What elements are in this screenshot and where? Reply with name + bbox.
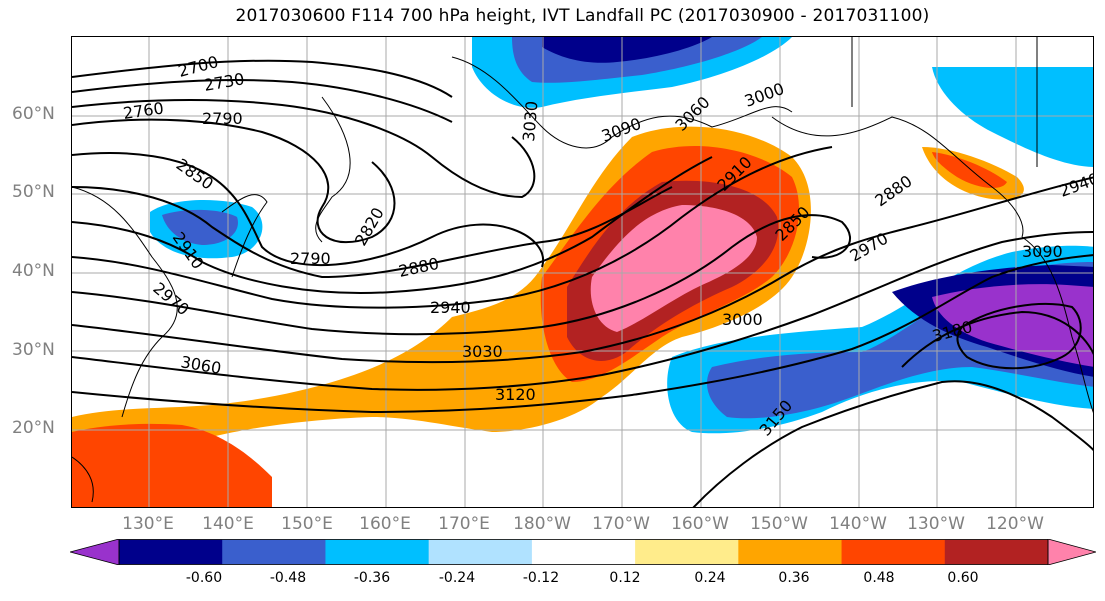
contour-label: 2970 xyxy=(847,229,892,266)
map-panel[interactable]: 2700 2730 2760 2790 2850 2910 2970 3060 … xyxy=(71,36,1094,508)
colorbar-tick: 0.60 xyxy=(947,570,979,586)
colorbar-tick: -0.36 xyxy=(353,570,391,586)
contour-label: 2880 xyxy=(871,171,915,210)
colorbar-segment xyxy=(119,539,223,565)
contour-label: 2940 xyxy=(430,298,471,317)
colorbar-tick: 0.24 xyxy=(694,570,726,586)
contour-label: 2940 xyxy=(1057,169,1094,201)
colorbar-tick: 0.12 xyxy=(609,570,641,586)
lat-label-30n: 30°N xyxy=(12,340,55,360)
lat-label-40n: 40°N xyxy=(12,261,55,281)
contour-label: 3030 xyxy=(462,342,503,361)
coastlines xyxy=(72,37,1093,503)
lon-label-130w: 130°W xyxy=(907,514,965,534)
colorbar-segment xyxy=(944,539,1049,565)
colorbar-tick: -0.12 xyxy=(522,570,560,586)
lat-label-60n: 60°N xyxy=(12,104,55,124)
ivt-negative-036-japan xyxy=(162,209,238,245)
colorbar-segment xyxy=(738,539,843,565)
contour-label: 2790 xyxy=(290,249,331,268)
colorbar-segment xyxy=(222,539,326,565)
contour-label: 3060 xyxy=(179,352,222,378)
lon-label-160e: 160°E xyxy=(359,514,411,534)
colorbar-tick: 0.36 xyxy=(778,570,810,586)
lon-label-180w: 180°W xyxy=(513,514,571,534)
contour-label: 2880 xyxy=(397,254,441,281)
colorbar-tick: -0.60 xyxy=(185,570,223,586)
ivt-negative-048-north xyxy=(542,37,712,63)
colorbar-segment xyxy=(531,539,636,565)
lon-label-130e: 130°E xyxy=(122,514,174,534)
lon-label-120w: 120°W xyxy=(986,514,1044,534)
ivt-negative-024-canada xyxy=(932,67,1093,167)
contour-label: 2850 xyxy=(173,155,217,194)
colorbar-segment xyxy=(428,539,533,565)
contour-label: 2820 xyxy=(351,204,388,249)
ivt-positive-036-west xyxy=(72,423,272,507)
contour-label: 3090 xyxy=(1022,242,1063,261)
lat-label-20n: 20°N xyxy=(12,418,55,438)
ivt-positive-036-alaska xyxy=(932,152,1007,189)
colorbar xyxy=(70,539,1096,565)
contour-label: 3000 xyxy=(722,310,763,329)
ivt-positive-060 xyxy=(590,205,757,332)
colorbar-segment xyxy=(635,539,739,565)
colorbar-segment xyxy=(841,539,946,565)
lon-label-150e: 150°E xyxy=(281,514,333,534)
map-canvas: 2700 2730 2760 2790 2850 2910 2970 3060 … xyxy=(72,37,1094,507)
lon-label-140e: 140°E xyxy=(202,514,254,534)
lon-label-150w: 150°W xyxy=(750,514,808,534)
height-contours xyxy=(72,59,1093,507)
colorbar-extend-low xyxy=(70,539,120,565)
lat-label-50n: 50°N xyxy=(12,182,55,202)
lon-label-170e: 170°E xyxy=(438,514,490,534)
contour-label: 2790 xyxy=(202,109,243,128)
lon-label-140w: 140°W xyxy=(829,514,887,534)
colorbar-tick: -0.24 xyxy=(438,570,476,586)
colorbar-segment xyxy=(325,539,430,565)
colorbar-extend-high xyxy=(1047,539,1096,565)
contour-label: 3120 xyxy=(495,385,536,404)
colorbar-outline xyxy=(118,539,1049,565)
map-title: 2017030600 F114 700 hPa height, IVT Land… xyxy=(235,6,930,26)
colorbar-tick: -0.48 xyxy=(269,570,307,586)
lon-label-160w: 160°W xyxy=(671,514,729,534)
lon-label-170w: 170°W xyxy=(592,514,650,534)
contour-label: 3030 xyxy=(519,100,541,142)
colorbar-tick: 0.48 xyxy=(863,570,895,586)
